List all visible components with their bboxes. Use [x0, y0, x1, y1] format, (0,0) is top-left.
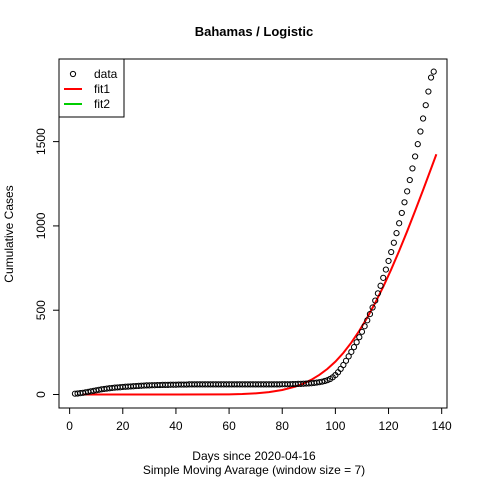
data-point	[419, 115, 427, 122]
data-point	[427, 74, 435, 81]
data-point	[385, 257, 392, 265]
data-point	[422, 102, 429, 109]
data-point	[369, 304, 376, 311]
x-tick-label: 100	[325, 419, 345, 433]
data-point	[340, 361, 347, 369]
y-tick-label: 0	[34, 391, 48, 398]
x-tick-label: 20	[116, 419, 130, 433]
data-point	[417, 128, 424, 135]
legend-data-label: data	[94, 67, 118, 81]
data-point	[353, 339, 360, 346]
x-tick-label: 140	[432, 419, 452, 433]
y-tick-label: 500	[34, 300, 48, 320]
data-point	[401, 199, 408, 206]
data-point	[430, 68, 437, 75]
x-tick-label: 80	[276, 419, 290, 433]
y-tick-label: 1500	[34, 128, 48, 155]
legend-fit2-label: fit2	[94, 97, 110, 111]
plot-frame	[58, 58, 448, 409]
data-point	[345, 353, 352, 360]
x-tick-label: 0	[66, 419, 73, 433]
legend-data-marker	[69, 70, 77, 78]
data-point	[319, 378, 326, 385]
y-axis: 0 500 1000 1500	[34, 128, 59, 398]
series-line-fit1	[82, 153, 438, 396]
data-point	[396, 220, 403, 227]
data-point	[356, 334, 363, 341]
data-point	[398, 209, 405, 217]
data-point	[372, 297, 379, 304]
legend-fit1-label: fit1	[94, 82, 110, 96]
data-point	[366, 310, 374, 318]
data-point	[361, 323, 368, 330]
data-point	[377, 282, 384, 289]
x-axis: 0 20 40 60 80 100 120 140	[66, 408, 452, 433]
data-point	[348, 348, 355, 355]
data-point	[388, 248, 395, 256]
legend: data fit1 fit2	[58, 58, 125, 118]
x-tick-label: 60	[222, 419, 236, 433]
data-point	[364, 317, 371, 324]
data-point	[425, 88, 432, 95]
data-point	[409, 165, 416, 172]
y-axis-label: Cumulative Cases	[2, 185, 16, 282]
x-tick-label: 120	[379, 419, 399, 433]
data-point	[406, 176, 413, 184]
x-tick-label: 40	[169, 419, 183, 433]
data-point	[412, 153, 419, 160]
data-point	[380, 274, 387, 281]
data-point	[342, 357, 350, 364]
x-axis-label: Days since 2020-04-16	[192, 449, 316, 463]
data-point	[382, 266, 389, 273]
data-point	[414, 141, 421, 148]
y-tick-label: 1000	[34, 212, 48, 239]
data-point	[350, 344, 358, 351]
chart-title: Bahamas / Logistic	[195, 24, 313, 39]
data-point	[390, 239, 397, 246]
data-point	[404, 188, 411, 195]
series-layer	[71, 68, 438, 397]
chart-subtitle: Simple Moving Avarage (window size = 7)	[143, 463, 365, 477]
data-point	[358, 328, 366, 335]
data-point	[321, 377, 328, 385]
data-point	[374, 290, 381, 297]
data-point	[393, 230, 400, 237]
